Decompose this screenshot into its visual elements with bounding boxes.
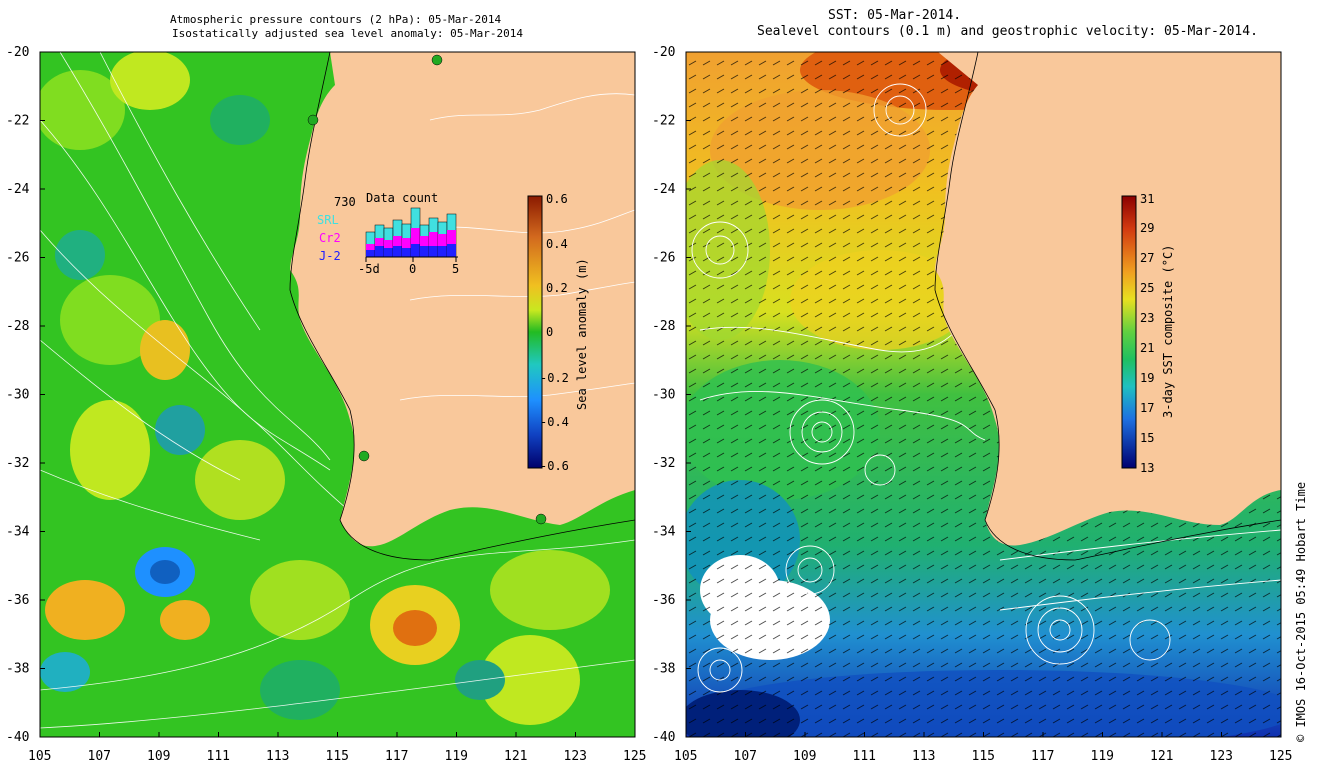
svg-text:31: 31: [1140, 192, 1154, 206]
right-lat-tick: -24: [652, 182, 676, 197]
sla-map: [40, 52, 635, 737]
legend-srl: SRL: [317, 213, 339, 227]
inset-tick-0: 0: [409, 262, 416, 276]
right-lat-tick: -32: [652, 456, 675, 471]
sst-colorbar: 31 29 27 25 23 21 19 17 15 13 3-day SST …: [1121, 192, 1175, 475]
svg-text:13: 13: [1140, 461, 1154, 475]
svg-text:25: 25: [1140, 281, 1154, 295]
left-lat-tick: -32: [6, 456, 29, 471]
right-lat-tick: -34: [652, 525, 676, 540]
svg-text:0: 0: [546, 325, 553, 339]
inset-tick-5: 5: [452, 262, 459, 276]
data-count-total: 730: [334, 195, 356, 209]
left-lon-tick: 109: [147, 749, 170, 764]
legend-j2: J-2: [319, 249, 341, 263]
sla-colorbar-label: Sea level anomaly (m): [575, 258, 589, 410]
right-lon-tick: 121: [1150, 749, 1173, 764]
left-lon-tick: 117: [385, 749, 408, 764]
left-lat-tick: -22: [6, 114, 29, 129]
left-lat-tick: -24: [6, 182, 30, 197]
inset-tick-minus5: -5d: [358, 262, 380, 276]
left-lon-tick: 111: [207, 749, 230, 764]
right-lat-tick: -22: [652, 114, 675, 129]
right-lon-tick: 109: [793, 749, 816, 764]
axis-labels: -20 -22 -24 -26 -28 -30 -32 -34 -36 -38 -40 105 107 1…: [6, 45, 1292, 764]
sst-colorbar-label: 3-day SST composite (°C): [1161, 245, 1175, 418]
right-lon-tick: 123: [1210, 749, 1233, 764]
right-lon-tick: 119: [1091, 749, 1114, 764]
svg-text:29: 29: [1140, 221, 1154, 235]
svg-text:-0.4: -0.4: [540, 415, 569, 429]
svg-text:0.4: 0.4: [546, 237, 568, 251]
right-lat-tick: -20: [652, 45, 675, 60]
left-lon-tick: 125: [623, 749, 646, 764]
land-australia-left: [290, 52, 635, 547]
sla-colorbar: 0.6 0.4 0.2 0 -0.2 -0.4 -0.6 Sea level a…: [527, 192, 589, 473]
data-count-title: Data count: [366, 191, 438, 205]
left-lon-tick: 121: [504, 749, 527, 764]
svg-text:23: 23: [1140, 311, 1154, 325]
right-lat-tick: -30: [652, 388, 675, 403]
right-title-line1: SST: 05-Mar-2014.: [828, 8, 962, 23]
left-lat-tick: -38: [6, 662, 29, 677]
right-lat-tick: -40: [652, 730, 675, 745]
right-lon-tick: 107: [734, 749, 757, 764]
left-title-line2: Isostatically adjusted sea level anomaly…: [172, 27, 523, 40]
left-lon-tick: 107: [88, 749, 111, 764]
credit-text: © IMOS 16-Oct-2015 05:49 Hobart Time: [1294, 481, 1308, 742]
svg-text:-0.6: -0.6: [540, 459, 569, 473]
svg-text:19: 19: [1140, 371, 1154, 385]
left-lat-tick: -30: [6, 388, 29, 403]
right-lon-tick: 113: [912, 749, 935, 764]
left-lat-tick: -26: [6, 251, 29, 266]
left-lat-tick: -34: [6, 525, 30, 540]
svg-text:27: 27: [1140, 251, 1154, 265]
svg-text:0.2: 0.2: [546, 281, 568, 295]
left-lon-tick: 115: [326, 749, 349, 764]
land-australia-right: [935, 52, 1281, 546]
right-lat-tick: -36: [652, 593, 675, 608]
left-title-line1: Atmospheric pressure contours (2 hPa): 0…: [170, 13, 502, 26]
left-lon-tick: 119: [445, 749, 468, 764]
left-lat-tick: -40: [6, 730, 29, 745]
svg-text:0.6: 0.6: [546, 192, 568, 206]
right-lon-tick: 111: [853, 749, 876, 764]
data-count-inset: 730 Data count SRL Cr2 J-2: [317, 191, 459, 276]
left-lat-tick: -20: [6, 45, 29, 60]
svg-text:15: 15: [1140, 431, 1154, 445]
left-lat-tick: -36: [6, 593, 29, 608]
right-lat-tick: -28: [652, 319, 675, 334]
right-title-line2: Sealevel contours (0.1 m) and geostrophi…: [757, 24, 1258, 39]
left-lon-tick: 113: [266, 749, 289, 764]
left-lon-tick: 123: [564, 749, 587, 764]
right-lon-tick: 105: [674, 749, 697, 764]
right-lat-tick: -38: [652, 662, 675, 677]
svg-text:17: 17: [1140, 401, 1154, 415]
right-lat-tick: -26: [652, 251, 675, 266]
left-lat-tick: -28: [6, 319, 29, 334]
svg-text:-0.2: -0.2: [540, 371, 569, 385]
right-lon-tick: 125: [1269, 749, 1292, 764]
left-lon-tick: 105: [28, 749, 51, 764]
sst-map: [686, 52, 1281, 737]
svg-text:21: 21: [1140, 341, 1154, 355]
right-lon-tick: 115: [972, 749, 995, 764]
right-lon-tick: 117: [1031, 749, 1054, 764]
legend-cr2: Cr2: [319, 231, 341, 245]
